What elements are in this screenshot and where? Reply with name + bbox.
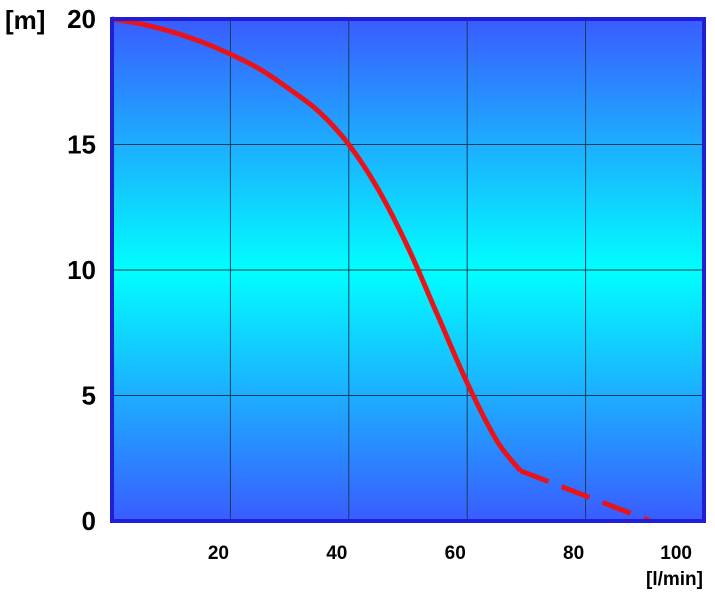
x-tick-label: 40 xyxy=(326,543,347,564)
y-tick-labels: 0 5 10 15 20 xyxy=(67,4,96,536)
series-line-dashed-extension xyxy=(519,468,652,524)
plot-frame xyxy=(110,17,706,523)
y-tick-label: 20 xyxy=(67,4,96,34)
y-tick-label: 5 xyxy=(82,381,96,411)
x-tick-label: 60 xyxy=(445,543,466,564)
y-axis-unit-label: [m] xyxy=(5,5,45,35)
x-tick-label: 20 xyxy=(208,543,229,564)
gridlines xyxy=(112,19,704,521)
x-tick-label: 80 xyxy=(563,543,584,564)
y-tick-label: 10 xyxy=(67,255,96,285)
series-line-pump-curve xyxy=(111,16,523,473)
series-layer xyxy=(111,16,652,524)
y-tick-label: 0 xyxy=(82,506,96,536)
y-tick-label: 15 xyxy=(67,130,96,160)
x-axis-unit-label: [l/min] xyxy=(646,569,703,590)
x-tick-labels: 20 40 60 80 100 xyxy=(208,543,692,564)
x-tick-label: 100 xyxy=(660,543,692,564)
